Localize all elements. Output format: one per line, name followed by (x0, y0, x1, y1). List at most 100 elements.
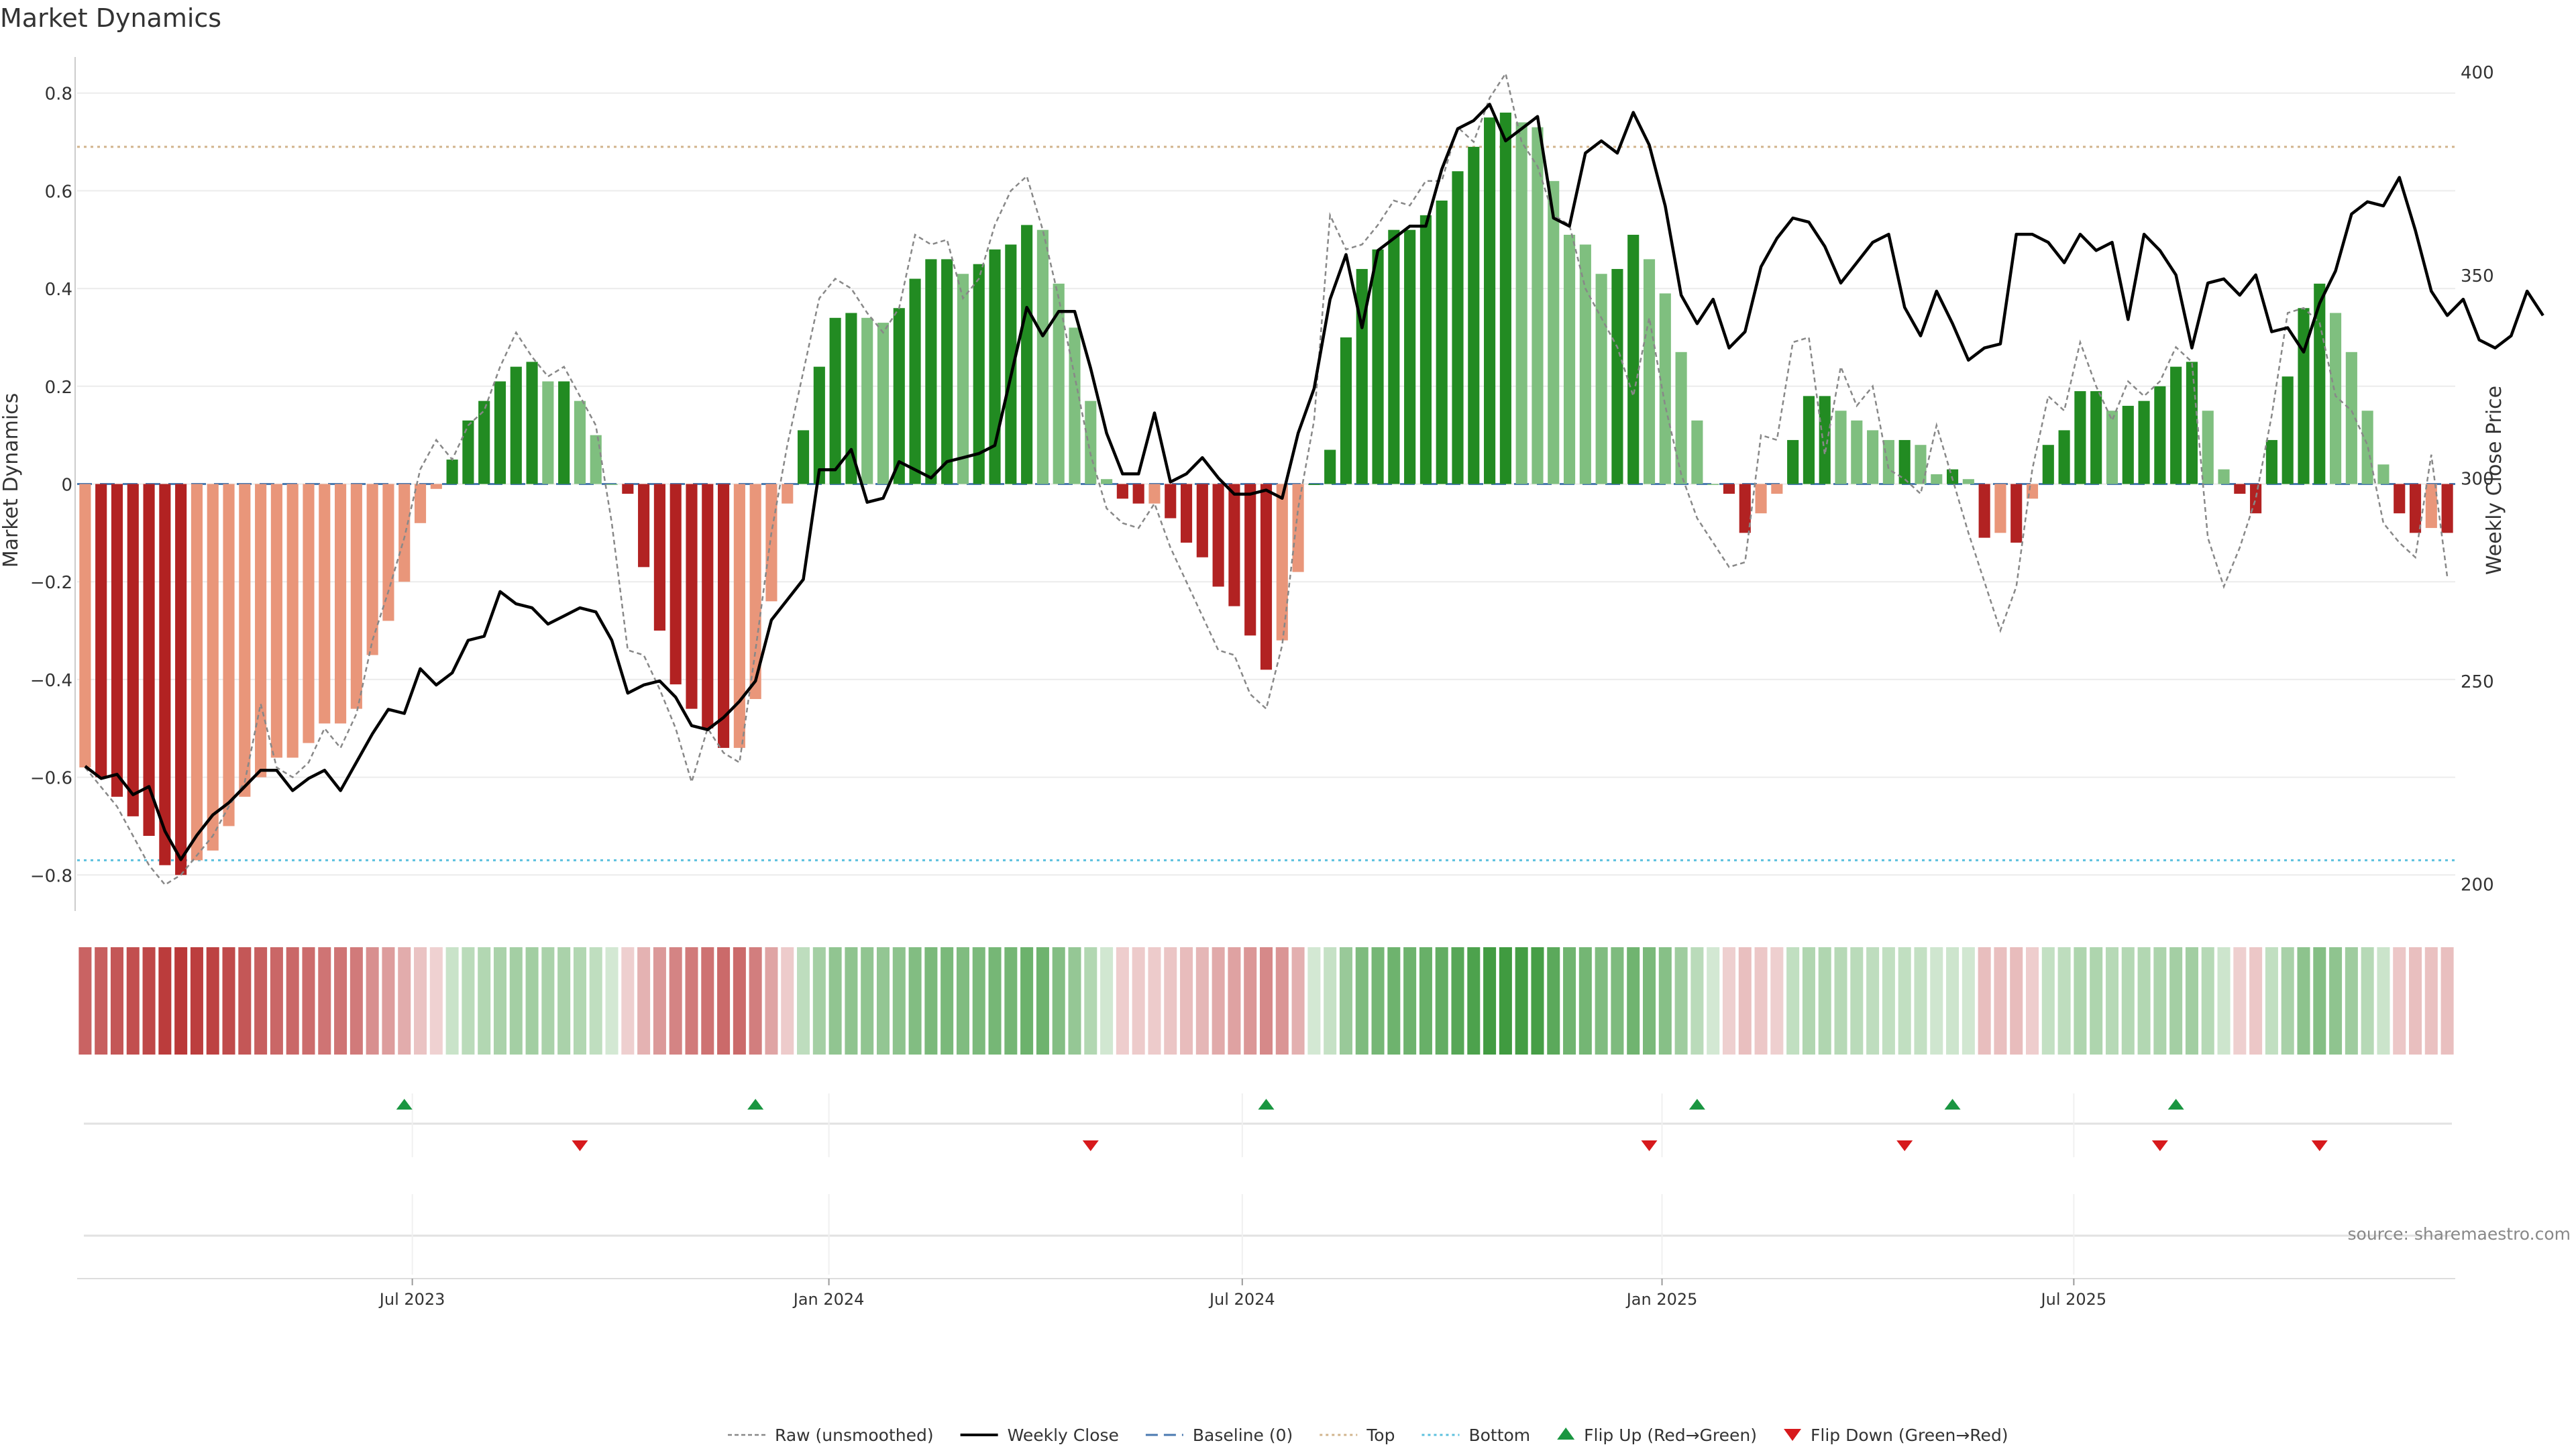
dynamics-bar (303, 484, 315, 743)
legend-label: Top (1366, 1426, 1395, 1445)
dynamics-bar (335, 484, 347, 724)
regime-cell (1914, 947, 1927, 1055)
regime-cell (988, 947, 1002, 1055)
dynamics-bar (1515, 122, 1527, 484)
dynamics-bar (2042, 445, 2054, 484)
x-tick-label: Jan 2024 (792, 1290, 865, 1309)
dynamics-bar (973, 264, 985, 484)
regime-cell (1164, 947, 1177, 1055)
regime-cell (350, 947, 363, 1055)
dynamics-bar (702, 484, 714, 729)
dynamics-bar (1659, 293, 1671, 484)
dynamics-bar (925, 259, 937, 484)
x-tick-label: Jan 2025 (1625, 1290, 1698, 1309)
regime-cell (1499, 947, 1512, 1055)
regime-cell (1068, 947, 1081, 1055)
regime-cell (1324, 947, 1337, 1055)
regime-cell (1770, 947, 1784, 1055)
regime-cell (845, 947, 858, 1055)
regime-cell (2440, 947, 2454, 1055)
regime-cell (429, 947, 443, 1055)
regime-cell (1818, 947, 1831, 1055)
regime-cell (1435, 947, 1448, 1055)
regime-cell (1834, 947, 1847, 1055)
regime-cell (701, 947, 714, 1055)
dynamics-bar (1276, 484, 1288, 641)
dynamics-bar (686, 484, 698, 709)
regime-cell (478, 947, 491, 1055)
regime-cell (1658, 947, 1672, 1055)
flip-up-marker (747, 1099, 764, 1110)
dynamics-bar (574, 400, 586, 484)
x-tick-label: Jul 2023 (378, 1290, 445, 1309)
regime-cell (1611, 947, 1624, 1055)
dynamics-bar (2345, 352, 2357, 484)
regime-cell (828, 947, 842, 1055)
dynamics-bar (1212, 484, 1224, 587)
y2-axis-label: Weekly Close Price (2483, 386, 2506, 575)
regime-cell (2297, 947, 2310, 1055)
regime-cell (956, 947, 969, 1055)
dynamics-bar (1436, 200, 1448, 484)
dynamics-bar (398, 484, 411, 582)
dynamics-bar (319, 484, 331, 724)
regime-cell (1307, 947, 1321, 1055)
dynamics-bar (366, 484, 378, 655)
regime-cell (1531, 947, 1544, 1055)
y-tick-label: 0.8 (45, 85, 72, 105)
dynamics-bar (159, 484, 171, 865)
dynamics-bar (2250, 484, 2262, 514)
legend-item-baseline: Baseline (0) (1145, 1426, 1293, 1445)
regime-cell (270, 947, 283, 1055)
dynamics-bar (1308, 484, 1320, 485)
regime-cell (2361, 947, 2374, 1055)
regime-cell (1467, 947, 1481, 1055)
dynamics-bar (2394, 484, 2406, 514)
dynamics-bar (2282, 376, 2294, 484)
regime-cell (174, 947, 188, 1055)
regime-cell (2233, 947, 2247, 1055)
dynamics-bar (1260, 484, 1273, 670)
dynamics-bar (909, 278, 921, 484)
y-tick-label: 0 (61, 476, 72, 496)
y-axis-label: Market Dynamics (0, 393, 23, 568)
dynamics-bar (1372, 249, 1384, 484)
y-tick-label: 0.6 (45, 182, 72, 202)
regime-cell (1850, 947, 1864, 1055)
regime-cell (1020, 947, 1034, 1055)
flip-down-marker (1641, 1140, 1658, 1151)
legend-flip-down-swatch (1784, 1429, 1802, 1441)
regime-cell (462, 947, 475, 1055)
dynamics-bar (223, 484, 235, 826)
regime-cell (685, 947, 698, 1055)
dynamics-bar (1803, 396, 1815, 484)
x-tick-label: Jul 2024 (1208, 1290, 1275, 1309)
dynamics-bar (669, 484, 682, 685)
dynamics-bar (606, 484, 618, 485)
regime-cell (2393, 947, 2406, 1055)
y-tick-label: −0.8 (30, 866, 72, 886)
legend-label: Flip Down (Green→Red) (1811, 1426, 2008, 1445)
dynamics-bar (1898, 439, 1911, 484)
y-tick-label: 0.2 (45, 378, 72, 398)
legend-label: Flip Up (Red→Green) (1584, 1426, 1757, 1445)
dynamics-bar (2377, 464, 2390, 484)
dynamics-bar (2154, 386, 2166, 484)
regime-cell (717, 947, 731, 1055)
dynamics-bar (1882, 439, 1894, 484)
y-tick-label: −0.2 (30, 573, 72, 593)
regime-cell (1132, 947, 1145, 1055)
regime-cell (2090, 947, 2103, 1055)
regime-cell (142, 947, 156, 1055)
dynamics-bar (590, 435, 602, 484)
dynamics-bar (1723, 484, 1735, 494)
dynamics-bar (782, 484, 794, 504)
dynamics-bar (1771, 484, 1783, 494)
legend-label: Raw (unsmoothed) (775, 1426, 934, 1445)
legend-item-top: Top (1320, 1426, 1395, 1445)
regime-strip (78, 947, 2454, 1055)
regime-cell (2424, 947, 2438, 1055)
regime-cell (1052, 947, 1065, 1055)
dynamics-bar (2265, 439, 2277, 484)
dynamics-bar (1707, 484, 1719, 485)
